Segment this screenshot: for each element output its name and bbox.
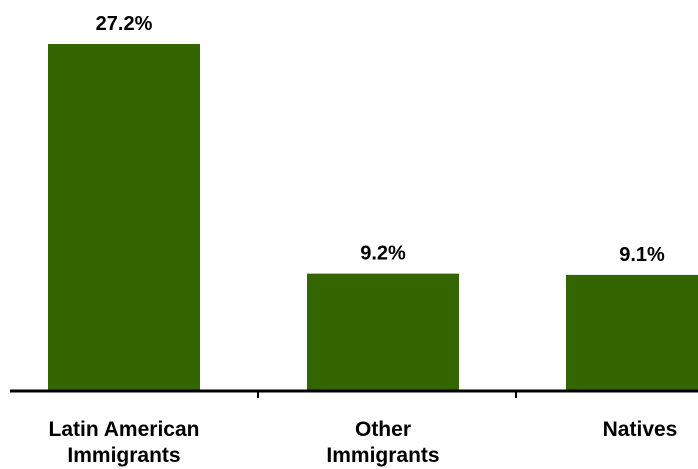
bar-value-label-0: 27.2% bbox=[96, 13, 153, 35]
bar-value-label-1: 9.2% bbox=[360, 243, 406, 265]
category-label-2-line-0: Natives bbox=[603, 418, 678, 441]
bar-value-label-2: 9.1% bbox=[619, 244, 665, 266]
category-label-1-line-0: Other bbox=[355, 418, 411, 441]
bars-group bbox=[48, 44, 698, 391]
x-axis-ticks bbox=[257, 391, 517, 398]
category-label-0-line-1: Immigrants bbox=[67, 444, 180, 467]
bar-2 bbox=[566, 274, 698, 391]
category-label-1-line-1: Immigrants bbox=[326, 444, 439, 467]
category-label-0-line-0: Latin American bbox=[49, 418, 200, 441]
bar-0 bbox=[48, 44, 200, 391]
value-labels-group: 27.2% 9.2% 9.1% bbox=[96, 13, 665, 266]
category-labels-group: Latin American Immigrants Other Immigrants N… bbox=[49, 418, 678, 467]
bar-1 bbox=[307, 273, 459, 391]
